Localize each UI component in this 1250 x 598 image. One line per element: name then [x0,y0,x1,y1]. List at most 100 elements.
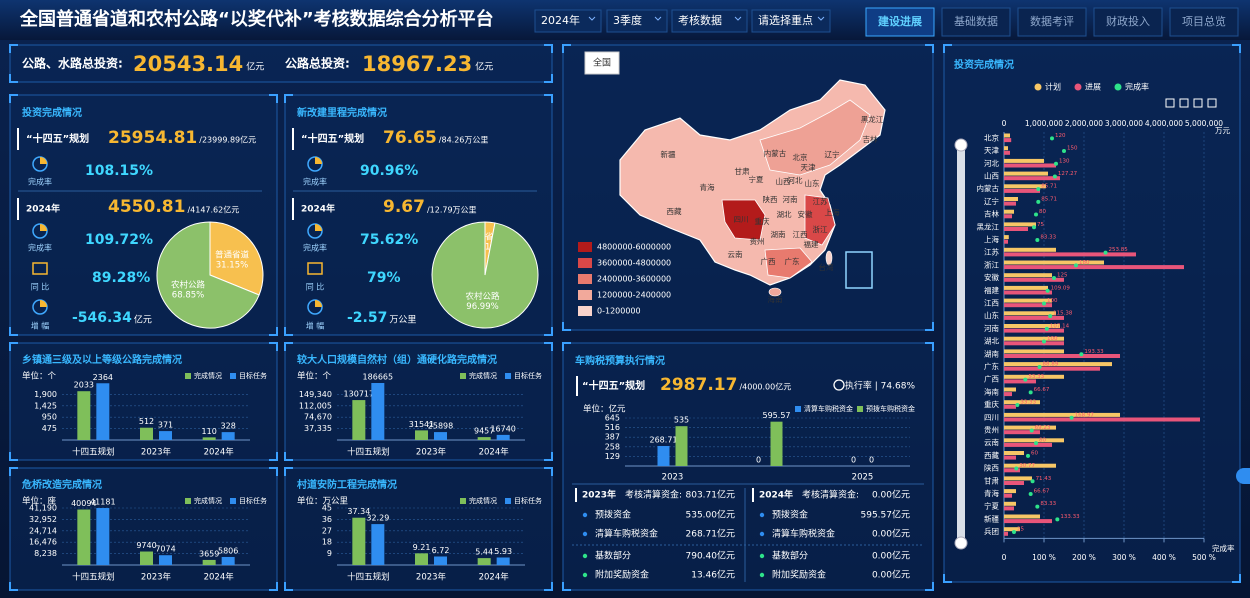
y-tick-label: 兵团 [984,526,999,536]
rate-value-label: 80 [1039,438,1046,444]
bar [1004,362,1112,367]
filter-box[interactable] [534,9,602,33]
bar [1004,442,1052,447]
filter-box[interactable] [606,9,668,33]
toolbar-icon[interactable] [1193,98,1203,108]
rate-dot [1035,237,1040,242]
toolbar-icon[interactable] [1179,98,1189,108]
bar [434,432,447,440]
bar-value-label: 41181 [90,498,115,507]
label: 790.40亿元 [686,550,736,562]
province-label: 陕西 [763,194,778,204]
province-label: 台湾 [819,262,834,272]
scroll-handle[interactable] [954,138,968,152]
province-label: 内蒙古 [764,148,787,158]
province-label: 新疆 [661,149,676,159]
bar [1004,146,1008,151]
bar [1004,468,1020,473]
nav-tab[interactable] [865,7,935,37]
y-tick-label: 新疆 [984,513,999,523]
bar [1004,214,1012,219]
province-label: 福建 [804,239,819,249]
toolbar-icon[interactable] [1207,98,1217,108]
y-tick-label: 贵州 [984,424,999,434]
legend-label: 进展 [1085,83,1101,92]
panel-corner [9,44,18,53]
label: 0.00亿元 [872,489,910,501]
filter-label[interactable]: 2024年 [541,13,580,27]
filter-label[interactable]: 3季度 [613,13,642,27]
toolbar-icon[interactable] [1165,98,1175,108]
label: 完成率 [303,243,327,253]
x-tick-label: 2023年 [416,447,447,458]
y-tick-label: 海南 [984,386,999,396]
rate-value-label: 88.89 [1043,361,1059,367]
bracket [575,488,577,502]
scroll-handle[interactable] [954,536,968,550]
legend-swatch [505,498,511,504]
x-tick-label: 2024年 [479,572,510,583]
bar [1004,163,1056,168]
province-label: 山西 [776,176,791,186]
legend-label: 目标任务 [514,496,542,505]
panel [284,94,553,336]
filter-arrow [817,16,825,21]
bar [1004,519,1052,524]
nav-tab-label[interactable]: 基础数据 [954,14,998,28]
panel-title: 新改建里程完成情况 [297,106,387,119]
bar-value-label: 6.72 [432,546,450,555]
bar [1004,387,1016,392]
bar [202,559,216,565]
province-label: 河南 [783,194,798,204]
label: 附加奖励资金 [595,569,649,581]
legend-dot [1034,83,1042,91]
y-tick-label: 36 [322,515,332,524]
clock-icon [833,379,845,391]
map-button[interactable] [584,51,620,75]
bar [1004,277,1064,282]
nav-tab[interactable] [1093,7,1163,37]
nav-tab[interactable] [941,7,1011,37]
panel-corner [284,582,293,591]
nav-tab[interactable] [1169,7,1239,37]
filter-label[interactable]: 请选择重点 [758,13,813,27]
legend-swatch [185,498,191,504]
rate-value-label: 71.43 [1036,476,1052,482]
label: 803.71亿元 [686,489,736,501]
rate-value-label: 100 [1047,298,1058,304]
legend-swatch [505,373,511,379]
panel-corner [269,467,278,476]
nav-tab-label[interactable]: 财政投入 [1106,14,1150,28]
filter-box[interactable] [671,9,748,33]
bar-value-label: 5806 [218,546,238,555]
x-tick-label: 2024年 [479,447,510,458]
y-tick-label: 福建 [984,285,999,295]
panel-corner [269,582,278,591]
rate-dot [1042,339,1046,344]
nav-tab-label[interactable]: 项目总览 [1182,14,1226,28]
label: “十四五”规划 [26,132,89,145]
rate-dot [1045,288,1050,293]
bar [352,400,366,440]
side-toggle[interactable] [1236,468,1250,484]
x-tick-label: 十四五规划 [347,447,390,458]
filter-label[interactable]: 考核数据 [678,13,722,27]
y-tick-label: 475 [42,424,57,433]
nav-tab-label[interactable]: 建设进展 [878,14,923,28]
unit-label: 单位：个 [22,371,57,382]
map-button-label[interactable]: 全国 [593,57,611,69]
y-tick-label: 辽宁 [984,196,999,206]
label: 基数部分 [595,550,631,562]
bar [77,391,91,440]
bar [477,558,491,565]
filter-box[interactable] [751,9,831,33]
panel-corner [9,94,18,103]
nav-tab-label[interactable]: 数据考评 [1030,14,1074,28]
nav-tab[interactable] [1017,7,1087,37]
bar-value-label: 0 [851,456,856,465]
label: 同 比 [306,282,325,292]
panel-corner [562,342,571,351]
legend-label: 完成情况 [194,371,222,380]
rate-dot [1034,441,1038,446]
province-label: 山东 [805,178,820,188]
